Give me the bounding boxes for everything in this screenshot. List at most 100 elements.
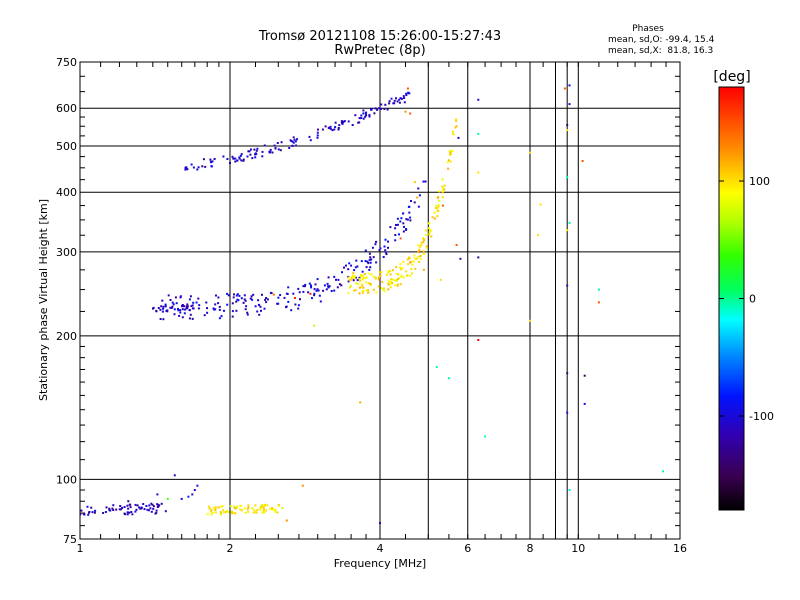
trace-point [235,309,238,312]
trace-point [86,505,89,508]
trace-point [195,301,198,304]
trace-point [261,293,263,296]
trace-point [407,91,410,94]
trace-point [181,304,183,307]
trace-point [362,109,365,112]
trace-point [243,294,246,297]
trace-point [252,511,255,514]
trace-point [337,278,340,281]
colorbar-tick-label: 100 [749,175,770,188]
trace-point [274,147,277,149]
trace-point [360,286,363,289]
x-tick-label: 16 [673,542,687,555]
trace-point [389,273,392,276]
trace-point [222,509,224,512]
trace-point [149,507,152,510]
trace-point [387,270,390,273]
trace-point [397,277,400,280]
trace-point [441,196,444,199]
scatter-point [566,284,569,287]
trace-point [387,246,389,249]
trace-point [365,111,368,114]
trace-point [424,180,427,183]
chart-subtitle: RwPretec (8p) [334,43,425,58]
trace-point [427,222,430,225]
scatter-point [583,374,586,377]
trace-point [279,149,282,152]
trace-point [102,512,105,514]
trace-point [395,224,397,226]
trace-point [126,511,129,514]
trace-point [263,144,266,147]
trace-point [171,301,174,304]
trace-point [181,308,184,311]
trace-point [293,138,296,141]
trace-point [123,506,126,508]
scatter-point [293,297,296,299]
trace-point [423,239,426,242]
trace-point [428,233,431,236]
trace-point [409,216,412,219]
trace-point [318,294,321,297]
trace-point [235,507,238,510]
scatter-point [404,110,407,113]
trace-point [353,269,356,272]
trace-point [443,184,446,187]
trace-point [370,273,373,276]
y-tick-label: 750 [56,56,77,69]
trace-point [313,288,316,291]
trace-point [162,307,165,310]
trace-point [330,290,333,292]
scatter-point [127,500,130,503]
trace-point [238,156,241,159]
stats-heading: Phases [632,24,664,34]
trace-point [286,293,289,295]
trace-point [359,279,362,282]
trace-point [378,276,380,279]
trace-point [422,241,425,244]
trace-point [112,504,115,507]
trace-point [236,159,239,162]
trace-point [372,288,375,291]
y-tick-label: 300 [56,246,77,259]
trace-point [417,244,420,247]
trace-point [353,276,356,279]
trace-point [449,153,451,156]
trace-point [173,313,176,316]
trace-point [251,157,254,160]
trace-point [262,509,265,512]
trace-point [329,125,332,128]
trace-point [118,508,121,511]
trace-point [405,94,408,97]
trace-point [349,284,352,287]
trace-point [356,279,359,282]
trace-point [156,503,159,506]
trace-point [279,294,282,296]
trace-point [264,298,267,301]
trace-point [360,274,363,276]
trace-point [104,511,107,513]
trace-point [397,223,399,226]
trace-point [186,305,189,308]
trace-point [192,166,195,169]
trace-point [271,151,274,154]
trace-point [299,298,301,301]
trace-point [157,505,159,508]
scatter-point [191,493,194,496]
x-tick-label: 8 [527,542,534,555]
trace-point [183,312,186,315]
y-tick-labels: 75 100 200 300 400 500 600 750 [56,56,77,546]
colorbar-tick-label: -100 [749,410,774,423]
trace-point [139,507,142,510]
trace-point [387,240,389,243]
trace-point [455,125,458,128]
trace-point [392,102,395,105]
trace-point [309,139,312,142]
trace-point [340,284,343,287]
trace-point [397,283,399,286]
trace-point [374,243,377,246]
trace-point [206,307,208,310]
trace-point [247,504,250,507]
trace-point [347,276,350,279]
